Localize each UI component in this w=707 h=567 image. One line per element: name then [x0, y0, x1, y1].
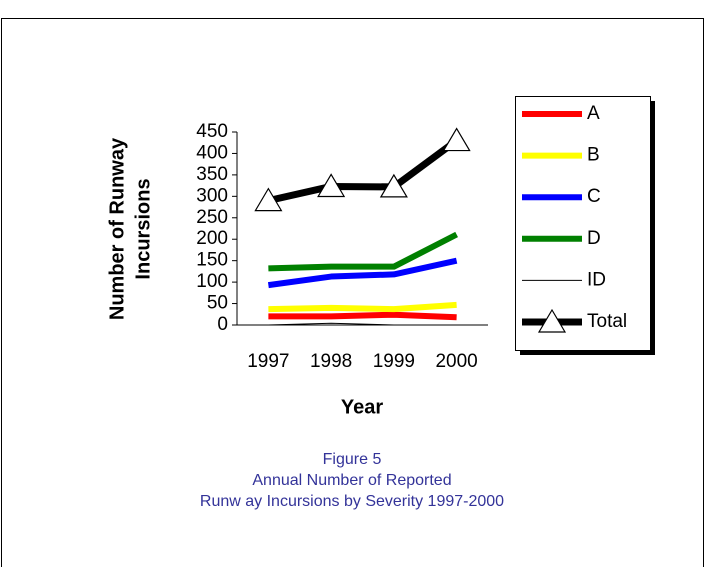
legend-label: Total	[587, 311, 627, 332]
y-tick-label: 350	[196, 164, 228, 185]
marker	[442, 127, 471, 152]
series-line	[268, 322, 457, 326]
caption: Annual Number of Reported	[252, 472, 451, 489]
marker	[254, 187, 283, 212]
marker	[317, 173, 346, 198]
series-line	[268, 301, 457, 313]
y-tick-label: 250	[196, 207, 228, 228]
legend-marker	[537, 308, 567, 333]
x-tick-label: 1997	[247, 351, 289, 372]
y-tick-label: 0	[217, 314, 228, 335]
legend-label: C	[587, 186, 601, 207]
x-tick-label: 2000	[435, 351, 477, 372]
legend-label: A	[587, 103, 600, 124]
series-line	[268, 231, 458, 272]
y-tick-label: 100	[196, 271, 228, 292]
series-line	[267, 137, 459, 205]
x-tick-label: 1999	[373, 351, 415, 372]
caption: Figure 5	[323, 451, 382, 468]
x-tick-label: 1998	[310, 351, 352, 372]
y-tick-label: 450	[196, 121, 228, 142]
marker	[379, 173, 408, 198]
x-axis-title: Year	[341, 396, 383, 418]
y-axis-title-line: Number of Runway	[106, 137, 128, 320]
y-tick-label: 400	[196, 142, 228, 163]
y-tick-label: 300	[196, 185, 228, 206]
legend-label: ID	[587, 269, 606, 290]
y-tick-label: 200	[196, 228, 228, 249]
series-line	[268, 311, 457, 321]
legend	[515, 96, 651, 351]
y-tick-label: 50	[207, 293, 228, 314]
y-axis-title: Number of Runway Incursions	[106, 137, 154, 320]
y-tick-label: 150	[196, 250, 228, 271]
series-line	[267, 257, 458, 289]
legend-label: D	[587, 228, 601, 249]
y-axis-title-line: Incursions	[132, 178, 154, 279]
caption: Runw ay Incursions by Severity 1997-2000	[200, 493, 504, 510]
legend-label: B	[587, 145, 600, 166]
